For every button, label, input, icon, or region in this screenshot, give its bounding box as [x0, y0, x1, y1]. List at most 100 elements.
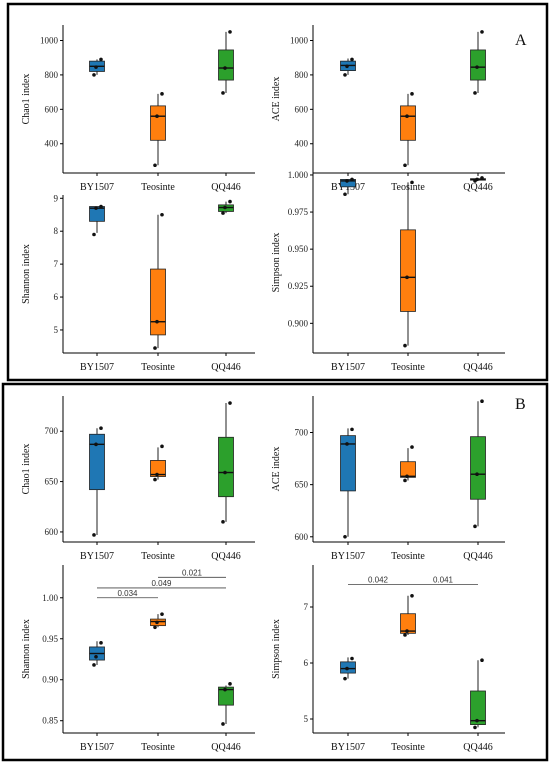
iqr-box: [150, 105, 166, 141]
x-tick-label: QQ446: [463, 182, 492, 193]
box-qq446: [218, 199, 234, 215]
box-qq446: [470, 30, 486, 95]
iqr-box: [340, 435, 356, 492]
box-qq446: [470, 399, 486, 529]
data-point: [94, 65, 98, 69]
box-teosinte: [400, 180, 416, 348]
box-by1507: [89, 57, 105, 77]
data-point: [160, 92, 164, 96]
y-tick-label: 800: [295, 70, 309, 80]
data-point: [480, 176, 484, 180]
x-tick-label: Teosinte: [141, 182, 175, 193]
p-value-label: 0.034: [117, 589, 138, 598]
iqr-box: [400, 613, 416, 634]
data-point: [350, 57, 354, 62]
data-point: [473, 91, 477, 95]
chart-8: 5 6 7 Simpson index BY1507 Teosinte QQ446 0.042…: [271, 565, 505, 753]
y-tick-label: 0.95: [42, 634, 58, 644]
data-point: [475, 472, 479, 477]
data-point: [345, 64, 349, 69]
y-tick-label: 400: [45, 139, 59, 149]
data-point: [94, 654, 98, 659]
data-point: [475, 177, 479, 182]
data-point: [403, 163, 407, 168]
x-tick-label: QQ446: [463, 362, 492, 373]
x-tick-label: Teosinte: [141, 742, 175, 753]
y-axis-label: Simpson index: [271, 619, 282, 679]
box-teosinte: [150, 444, 166, 482]
data-point: [403, 478, 407, 483]
data-point: [410, 92, 414, 96]
x-tick-label: QQ446: [211, 551, 240, 562]
y-tick-label: 7: [304, 602, 309, 612]
iqr-box: [218, 686, 234, 706]
data-point: [475, 65, 479, 69]
box-qq446: [218, 682, 234, 726]
y-tick-label: 650: [45, 477, 59, 487]
data-point: [92, 232, 96, 237]
data-point: [223, 66, 227, 70]
data-point: [403, 633, 407, 637]
data-point: [160, 212, 164, 217]
y-tick-label: 5: [54, 325, 59, 335]
y-tick-label: 700: [45, 426, 59, 436]
x-tick-label: QQ446: [463, 742, 492, 753]
y-tick-label: 600: [295, 532, 309, 542]
data-point: [99, 426, 103, 431]
data-point: [350, 656, 354, 661]
box-qq446: [470, 658, 486, 730]
x-tick-label: Teosinte: [141, 362, 175, 373]
y-tick-label: 700: [295, 428, 309, 438]
data-point: [153, 163, 157, 168]
box-by1507: [340, 656, 356, 681]
p-value-label: 0.041: [433, 576, 454, 585]
data-point: [223, 205, 227, 210]
data-point: [153, 625, 157, 630]
panel-a-frame: [6, 2, 549, 382]
box-by1507: [89, 204, 105, 237]
y-axis-label: ACE index: [271, 77, 282, 122]
data-point: [405, 114, 409, 119]
x-tick-label: Teosinte: [391, 362, 425, 373]
data-point: [221, 91, 225, 95]
data-point: [92, 533, 96, 537]
y-tick-label: 0.950: [288, 244, 309, 254]
iqr-box: [400, 105, 416, 141]
iqr-box: [218, 436, 234, 498]
data-point: [473, 725, 477, 730]
box-by1507: [89, 426, 105, 537]
box-teosinte: [150, 612, 166, 630]
x-tick-label: BY1507: [80, 182, 114, 193]
data-point: [223, 687, 227, 692]
y-tick-label: 1.000: [288, 170, 309, 180]
y-tick-label: 1.00: [42, 593, 58, 603]
data-point: [221, 722, 225, 726]
data-point: [405, 275, 409, 280]
x-tick-label: BY1507: [80, 362, 114, 373]
x-tick-label: QQ446: [211, 742, 240, 753]
data-point: [345, 442, 349, 446]
data-point: [228, 30, 232, 34]
data-point: [343, 534, 347, 539]
box-teosinte: [150, 92, 166, 168]
data-point: [223, 470, 227, 475]
p-value-label: 0.021: [182, 568, 203, 577]
data-point: [343, 676, 347, 681]
box-teosinte: [400, 92, 416, 168]
y-tick-label: 0.90: [42, 675, 58, 685]
y-tick-label: 1000: [40, 35, 59, 45]
y-tick-label: 600: [45, 104, 59, 114]
x-tick-label: BY1507: [80, 742, 114, 753]
data-point: [475, 718, 479, 723]
data-point: [410, 180, 414, 185]
iqr-box: [150, 268, 166, 336]
p-value-label: 0.049: [151, 579, 172, 588]
iqr-box: [150, 460, 166, 477]
box-qq446: [470, 176, 486, 183]
data-point: [221, 520, 225, 524]
data-point: [403, 343, 407, 348]
box-by1507: [340, 177, 356, 197]
data-point: [99, 204, 103, 209]
data-point: [160, 612, 164, 616]
